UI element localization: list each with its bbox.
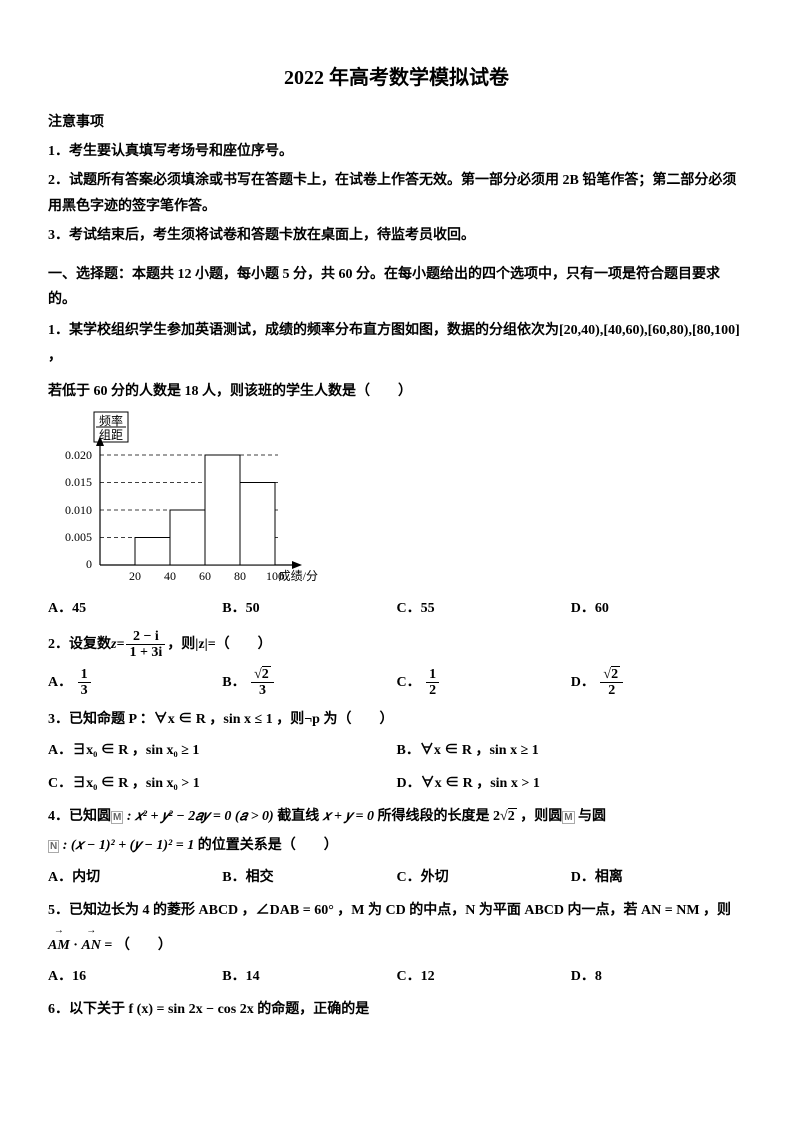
q2-optC: C． 12 — [397, 667, 571, 699]
q2-options: A． 13 B． 23 C． 12 D． 22 — [48, 667, 745, 699]
q3-options-row2: C．∃x₀ ∈ R ，sin x₀ > 1 D．∀x ∈ R ，sin x > … — [48, 771, 745, 796]
notice-1: 1．考生要认真填写考场号和座位序号。 — [48, 139, 745, 164]
q2-optC-den: 2 — [426, 683, 439, 698]
q1-optB: B．50 — [222, 596, 396, 621]
q5-suffix: = （ ） — [104, 938, 171, 953]
q1-options: A．45 B．50 C．55 D．60 — [48, 596, 745, 621]
q3-optB: B．∀x ∈ R ，sin x ≥ 1 — [397, 738, 746, 763]
q5-optB: B．14 — [222, 964, 396, 989]
svg-text:40: 40 — [164, 569, 176, 583]
q1-optD: D．60 — [571, 596, 745, 621]
q1-text1: 1．某学校组织学生参加英语测试，成绩的频率分布直方图如图，数据的分组依次为[20… — [48, 318, 745, 368]
placeholder-icon: N — [48, 840, 59, 853]
svg-text:0.020: 0.020 — [65, 448, 92, 462]
q2-frac-num: 2 − i — [126, 629, 165, 645]
q1-histogram: 频率 组距 0.005 0.010 0.015 0.020 0 20 40 60… — [48, 410, 328, 590]
q1-optC: C．55 — [397, 596, 571, 621]
q4-line1: 4．已知圆M : 𝑥² + 𝑦² − 2𝑎𝑦 = 0 (𝑎 > 0) 截直线 𝑥… — [48, 804, 745, 829]
placeholder-icon: M — [562, 811, 574, 824]
q4-optC: C．外切 — [397, 865, 571, 890]
q4-optB: B．相交 — [222, 865, 396, 890]
q2-optD-den: 2 — [600, 683, 623, 698]
notice-header: 注意事项 — [48, 110, 745, 135]
q2-optB-den: 3 — [251, 683, 274, 698]
q2-optA-prefix: A． — [48, 675, 72, 690]
q3-optD: D．∀x ∈ R ，sin x > 1 — [397, 771, 746, 796]
notice-3: 3．考试结束后，考生须将试卷和答题卡放在桌面上，待监考员收回。 — [48, 223, 745, 248]
q2-optB-prefix: B． — [222, 675, 245, 690]
q4-sqrt2: 2 — [508, 808, 517, 824]
q5-vec-an: AN — [81, 933, 100, 958]
q4-l1b: 截直线 — [277, 809, 319, 824]
ylabel-bot: 组距 — [99, 428, 123, 442]
section1-heading: 一、选择题：本题共 12 小题，每小题 5 分，共 60 分。在每小题给出的四个… — [48, 262, 745, 312]
q4-l1c: 所得线段的长度是 2 — [378, 809, 501, 824]
q4-l1a: 4．已知圆 — [48, 809, 111, 824]
svg-text:0.010: 0.010 — [65, 503, 92, 517]
placeholder-icon: M — [111, 811, 123, 824]
q4-optA: A．内切 — [48, 865, 222, 890]
q4-l1d: ，则圆 — [520, 809, 562, 824]
q3-optC: C．∃x₀ ∈ R ，sin x₀ > 1 — [48, 771, 397, 796]
q4-l2b: 的位置关系是（ ） — [198, 838, 338, 853]
q4-optD: D．相离 — [571, 865, 745, 890]
q2-optD-prefix: D． — [571, 675, 595, 690]
q3-options-row1: A．∃x₀ ∈ R ，sin x₀ ≥ 1 B．∀x ∈ R ，sin x ≥ … — [48, 738, 745, 763]
svg-text:0: 0 — [86, 557, 92, 571]
q4-l1e: 与圆 — [578, 809, 606, 824]
q4-eq1: : 𝑥² + 𝑦² − 2𝑎𝑦 = 0 (𝑎 > 0) — [127, 809, 274, 824]
svg-text:0.015: 0.015 — [65, 475, 92, 489]
q2-optD-sqrt: 2 — [611, 666, 620, 682]
page-title: 2022 年高考数学模拟试卷 — [48, 60, 745, 96]
q6-text: 6．以下关于 f (x) = sin 2x − cos 2x 的命题，正确的是 — [48, 997, 745, 1022]
svg-text:0.005: 0.005 — [65, 530, 92, 544]
q2-frac: 2 − i 1 + 3i — [126, 629, 165, 661]
q4-options: A．内切 B．相交 C．外切 D．相离 — [48, 865, 745, 890]
q5-expr: AM · AN = （ ） — [48, 933, 745, 958]
svg-text:20: 20 — [129, 569, 141, 583]
q2-optC-prefix: C． — [397, 675, 421, 690]
q3-text: 3．已知命题 P ：∀x ∈ R ，sin x ≤ 1 ，则¬p 为（ ） — [48, 707, 745, 732]
q5-optA: A．16 — [48, 964, 222, 989]
q2-z: z= — [111, 632, 124, 657]
q5-text: 5．已知边长为 4 的菱形 ABCD ，∠DAB = 60° ，M 为 CD 的… — [48, 898, 745, 923]
q1-optA: A．45 — [48, 596, 222, 621]
notice-2: 2．试题所有答案必须填涂或书写在答题卡上，在试卷上作答无效。第一部分必须用 2B… — [48, 168, 745, 218]
q4-eq3: : (𝑥 − 1)² + (𝑦 − 1)² = 1 — [63, 838, 194, 853]
q2-optA-num: 1 — [78, 667, 91, 683]
q4-line2: N : (𝑥 − 1)² + (𝑦 − 1)² = 1 的位置关系是（ ） — [48, 833, 745, 858]
q5-options: A．16 B．14 C．12 D．8 — [48, 964, 745, 989]
q2-optB-sqrt: 2 — [262, 666, 271, 682]
q5-vec-am: AM — [48, 933, 70, 958]
q5-optD: D．8 — [571, 964, 745, 989]
ylabel-top: 频率 — [99, 413, 123, 428]
svg-text:80: 80 — [234, 569, 246, 583]
q2-optA-den: 3 — [78, 683, 91, 698]
q3-optA: A．∃x₀ ∈ R ，sin x₀ ≥ 1 — [48, 738, 397, 763]
q2-optD: D． 22 — [571, 667, 745, 699]
q2-optB: B． 23 — [222, 667, 396, 699]
q2-prefix: 2．设复数 — [48, 632, 111, 657]
q2-frac-den: 1 + 3i — [126, 645, 165, 660]
q2-mid: ，则|z|=（ ） — [167, 632, 271, 657]
q1-text2: 若低于 60 分的人数是 18 人，则该班的学生人数是（ ） — [48, 379, 745, 404]
xlabel: 成绩/分 — [279, 569, 318, 583]
q4-eq2: 𝑥 + 𝑦 = 0 — [323, 809, 374, 824]
svg-text:60: 60 — [199, 569, 211, 583]
q2-optA: A． 13 — [48, 667, 222, 699]
q2-text: 2．设复数 z= 2 − i 1 + 3i ，则|z|=（ ） — [48, 629, 745, 661]
q2-optC-num: 1 — [426, 667, 439, 683]
q5-optC: C．12 — [397, 964, 571, 989]
